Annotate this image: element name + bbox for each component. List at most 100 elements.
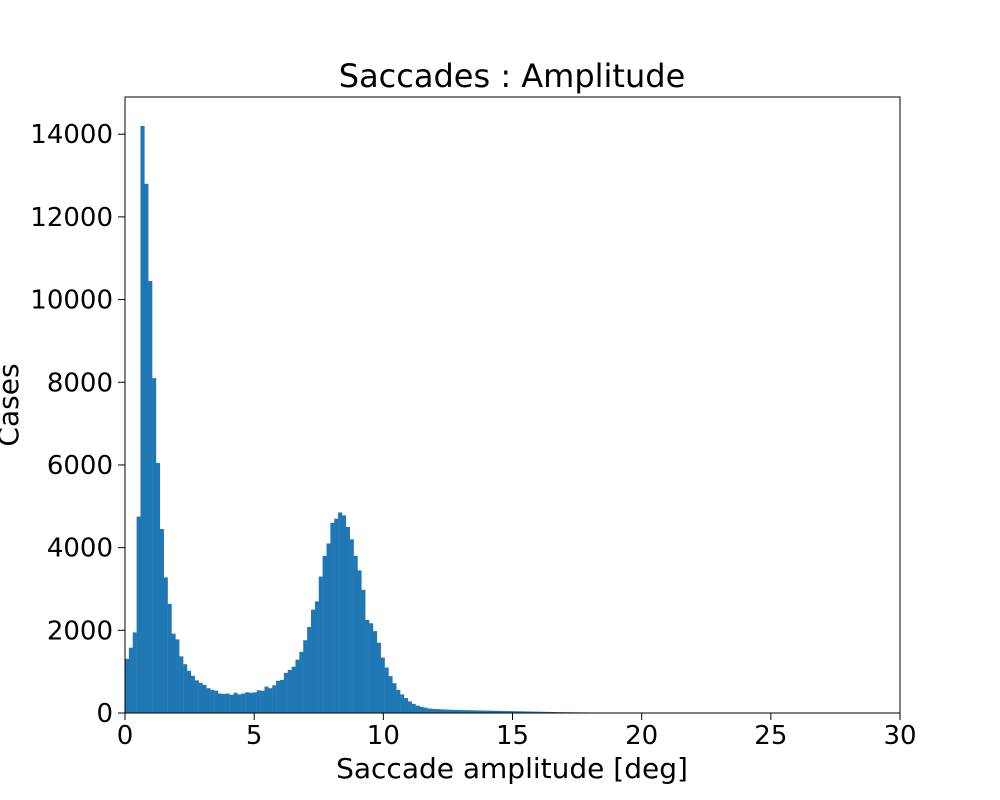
y-tick-label: 10000	[30, 286, 113, 316]
histogram-bar	[330, 522, 335, 713]
histogram-bar	[528, 711, 533, 713]
histogram-bar	[221, 693, 226, 713]
histogram-bar	[361, 589, 366, 713]
histogram-bar	[462, 710, 467, 713]
histogram-bar	[543, 711, 548, 713]
histogram-bar	[260, 690, 265, 713]
histogram-bar	[423, 707, 428, 713]
histogram-bar	[504, 711, 509, 713]
histogram-bar	[163, 577, 168, 713]
histogram-bar	[152, 378, 157, 713]
y-tick-label: 6000	[47, 451, 113, 481]
histogram-bar	[500, 710, 505, 713]
histogram-bar	[516, 711, 521, 713]
histogram-bar	[326, 543, 331, 713]
histogram-bar	[237, 694, 242, 713]
histogram-bar	[214, 690, 219, 713]
histogram-bar	[322, 555, 327, 713]
x-tick-label: 0	[117, 721, 134, 751]
x-tick-label: 10	[367, 721, 400, 751]
histogram-bar	[508, 711, 513, 713]
histogram-bar	[167, 603, 172, 713]
histogram-bar	[489, 710, 494, 713]
histogram-bar	[349, 539, 354, 713]
plot-frame	[124, 96, 901, 714]
histogram-bar	[450, 709, 455, 713]
histogram-bar	[179, 656, 184, 713]
histogram-bar	[307, 627, 312, 713]
histogram-bar	[438, 709, 443, 713]
histogram-bar	[334, 518, 339, 713]
histogram-bar	[512, 711, 517, 713]
histogram-bar	[431, 708, 436, 713]
histogram-bar	[128, 647, 133, 713]
histogram-bar	[365, 619, 370, 713]
y-tick-label: 2000	[47, 616, 113, 646]
histogram-bar	[198, 682, 203, 713]
histogram-bar	[311, 609, 316, 713]
histogram-bar	[194, 680, 199, 713]
y-tick-label: 8000	[47, 368, 113, 398]
histogram-bars	[125, 125, 715, 714]
histogram-bar	[314, 601, 319, 713]
y-tick-label: 12000	[30, 203, 113, 233]
histogram-bar	[376, 642, 381, 713]
histogram-bar	[156, 462, 161, 713]
x-axis-label: Saccade amplitude [deg]	[336, 752, 688, 785]
histogram-bar	[318, 576, 323, 713]
histogram-bar	[202, 684, 207, 713]
histogram-bar	[171, 633, 176, 713]
histogram-bar	[252, 692, 257, 713]
histogram-bar	[144, 183, 149, 713]
histogram-bar	[435, 709, 440, 713]
histogram-bar	[392, 683, 397, 713]
histogram-bar	[373, 631, 378, 713]
histogram-bar	[256, 690, 261, 713]
histogram-bar	[469, 710, 474, 713]
histogram-bar	[268, 688, 273, 713]
histogram-bar	[400, 694, 405, 713]
histogram-bar	[280, 679, 285, 713]
histogram-bar	[303, 640, 308, 713]
histogram-bar	[524, 711, 529, 713]
histogram-bar	[245, 692, 250, 713]
histogram-bar	[407, 701, 412, 713]
histogram-bar	[427, 708, 432, 713]
histogram-bar	[520, 711, 525, 713]
y-axis-label: Cases	[0, 363, 25, 446]
y-tick-label: 4000	[47, 534, 113, 564]
chart-title: Saccades : Amplitude	[339, 57, 686, 95]
histogram-bar	[210, 689, 215, 713]
histogram-bar	[295, 659, 300, 713]
histogram-bar	[404, 698, 409, 713]
y-tick-label: 0	[96, 699, 113, 729]
histogram-bar	[442, 709, 447, 713]
histogram-bar	[342, 515, 347, 713]
x-tick-label: 15	[496, 721, 529, 751]
histogram-bar	[357, 570, 362, 713]
histogram-bar	[229, 694, 234, 713]
histogram-bar	[446, 709, 451, 713]
y-tick-label: 14000	[30, 120, 113, 150]
x-axis-ticks: 0 5 10 15 20 25 30	[117, 713, 917, 751]
histogram-bar	[493, 710, 498, 713]
histogram-bar	[249, 692, 254, 713]
histogram-bar	[477, 710, 482, 713]
histogram-bar	[419, 706, 424, 713]
histogram-bar	[369, 623, 374, 713]
histogram-bar	[473, 710, 478, 713]
histogram-bar	[206, 688, 211, 713]
histogram-bar	[125, 658, 130, 713]
x-tick-label: 25	[754, 721, 787, 751]
x-tick-label: 5	[246, 721, 263, 751]
histogram-bar	[384, 667, 389, 713]
histogram-bar	[272, 685, 277, 713]
histogram-bar	[287, 670, 292, 713]
histogram-bar	[241, 693, 246, 713]
histogram-bar	[380, 657, 385, 713]
histogram-bar	[535, 711, 540, 713]
histogram-bar	[299, 651, 304, 713]
histogram-bar	[531, 711, 536, 713]
histogram-bar	[466, 710, 471, 713]
